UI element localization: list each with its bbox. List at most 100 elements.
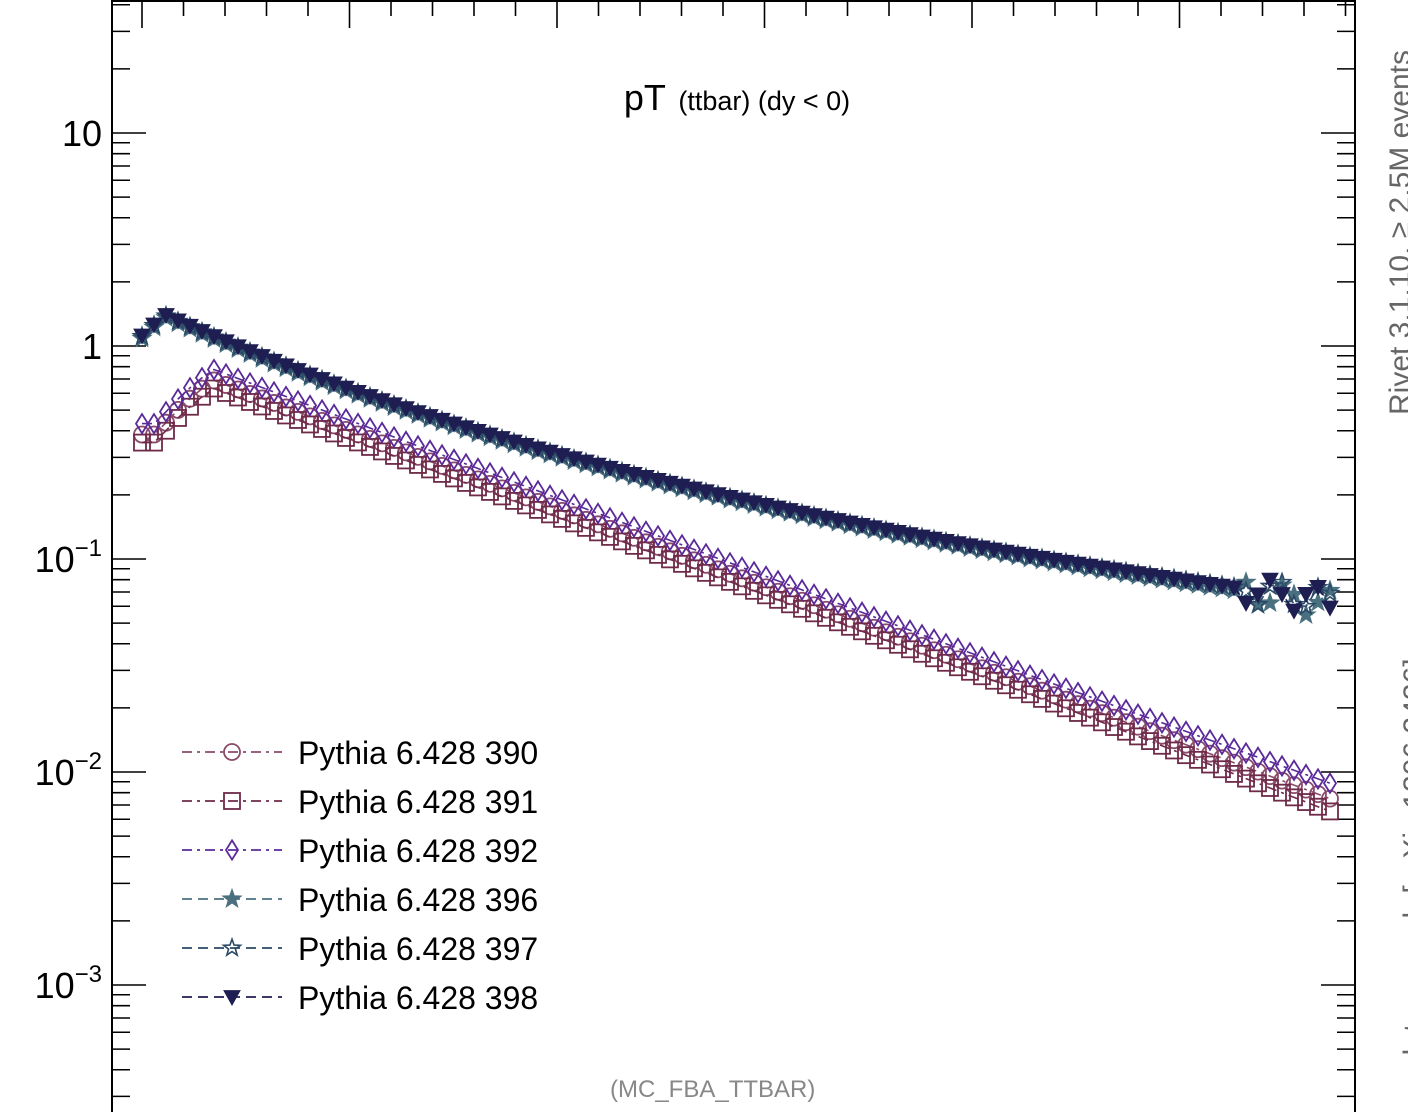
- data-point: [998, 655, 1014, 678]
- data-point: [1177, 735, 1195, 754]
- data-point: [1034, 668, 1050, 691]
- data-point: [482, 461, 498, 485]
- data-point: [626, 515, 642, 539]
- legend-marker: [223, 990, 241, 1007]
- data-point: [805, 508, 823, 525]
- data-point: [1058, 677, 1074, 700]
- chart-subtitle: pT (ttbar) (dy < 0): [624, 77, 850, 118]
- data-point: [686, 538, 702, 561]
- data-point: [1237, 758, 1255, 777]
- data-point: [1225, 765, 1243, 783]
- data-point: [193, 324, 211, 341]
- data-point: [614, 511, 630, 534]
- data-point: [446, 448, 462, 471]
- data-point: [997, 544, 1015, 561]
- data-point: [1082, 685, 1098, 709]
- data-point: [218, 362, 234, 386]
- data-point: [1045, 552, 1063, 569]
- legend-marker: [221, 887, 243, 909]
- y-tick-label: 10: [62, 113, 102, 154]
- data-point: [854, 601, 870, 624]
- data-point: [1249, 587, 1267, 604]
- source-url-label: mcplots.cern.ch [arXiv:1306.3436]: [1398, 658, 1408, 1112]
- data-point: [878, 610, 894, 633]
- data-point: [1201, 744, 1219, 763]
- data-point: [1093, 704, 1111, 723]
- data-point: [265, 353, 283, 370]
- data-point: [1178, 720, 1194, 743]
- data-point: [794, 578, 810, 602]
- data-point: [1106, 694, 1122, 717]
- data-point: [781, 503, 799, 520]
- data-point: [434, 443, 450, 467]
- data-point: [206, 358, 222, 381]
- data-point: [1249, 762, 1267, 781]
- data-point: [277, 358, 295, 375]
- data-point: [1226, 737, 1242, 760]
- data-point: [290, 389, 306, 413]
- data-point: [217, 334, 235, 351]
- data-point: [301, 367, 319, 384]
- data-point: [1310, 767, 1326, 791]
- data-point: [1213, 578, 1231, 595]
- data-point: [1117, 564, 1135, 581]
- data-point: [1297, 587, 1315, 603]
- data-point: [1261, 779, 1279, 797]
- data-point: [1046, 672, 1062, 696]
- data-point: [1250, 746, 1266, 769]
- data-point: [950, 637, 966, 660]
- series-line: [142, 387, 1331, 813]
- data-point: [302, 394, 318, 417]
- data-point: [1141, 568, 1159, 585]
- data-point: [1322, 771, 1338, 795]
- data-point: [1165, 731, 1183, 750]
- data-point: [949, 536, 967, 553]
- axis-ticks: 10 1 10−1 10−2 10−3: [35, 0, 1355, 1098]
- data-point: [313, 372, 331, 388]
- data-point: [422, 439, 438, 462]
- data-point: [1130, 702, 1146, 726]
- data-point: [146, 412, 162, 435]
- data-point: [1309, 797, 1327, 816]
- data-point: [1285, 603, 1303, 620]
- data-point: [1081, 558, 1099, 575]
- data-point: [793, 505, 811, 522]
- data-point: [1153, 736, 1171, 755]
- data-point: [530, 479, 546, 503]
- legend-marker: [221, 936, 243, 958]
- data-point: [314, 398, 330, 422]
- data-point: [1141, 732, 1159, 750]
- data-point: [350, 412, 366, 435]
- data-point: [925, 531, 943, 548]
- data-point: [1202, 728, 1218, 752]
- data-point: [985, 542, 1003, 559]
- data-point: [662, 529, 678, 552]
- data-point: [1319, 582, 1341, 603]
- data-point: [1010, 659, 1026, 683]
- data-point: [650, 524, 666, 548]
- data-point: [386, 425, 402, 449]
- data-point: [410, 434, 426, 458]
- data-point: [782, 574, 798, 597]
- data-point: [926, 628, 942, 651]
- data-point: [542, 484, 558, 507]
- legend-marker: [223, 792, 241, 810]
- data-point: [241, 344, 259, 361]
- data-point: [1093, 713, 1111, 732]
- data-point: [806, 583, 822, 606]
- data-point: [1201, 577, 1219, 593]
- data-point: [1247, 593, 1269, 614]
- data-point: [865, 520, 883, 537]
- legend-entry: Pythia 6.428 392: [182, 833, 538, 869]
- data-point: [1057, 699, 1075, 718]
- data-point: [890, 614, 906, 638]
- data-point: [1201, 755, 1219, 774]
- data-point: [1213, 749, 1231, 768]
- data-point: [962, 641, 978, 665]
- data-point: [134, 412, 150, 435]
- data-point: [986, 650, 1002, 674]
- series-line: [142, 368, 1331, 784]
- data-point: [758, 565, 774, 588]
- data-point: [818, 587, 834, 611]
